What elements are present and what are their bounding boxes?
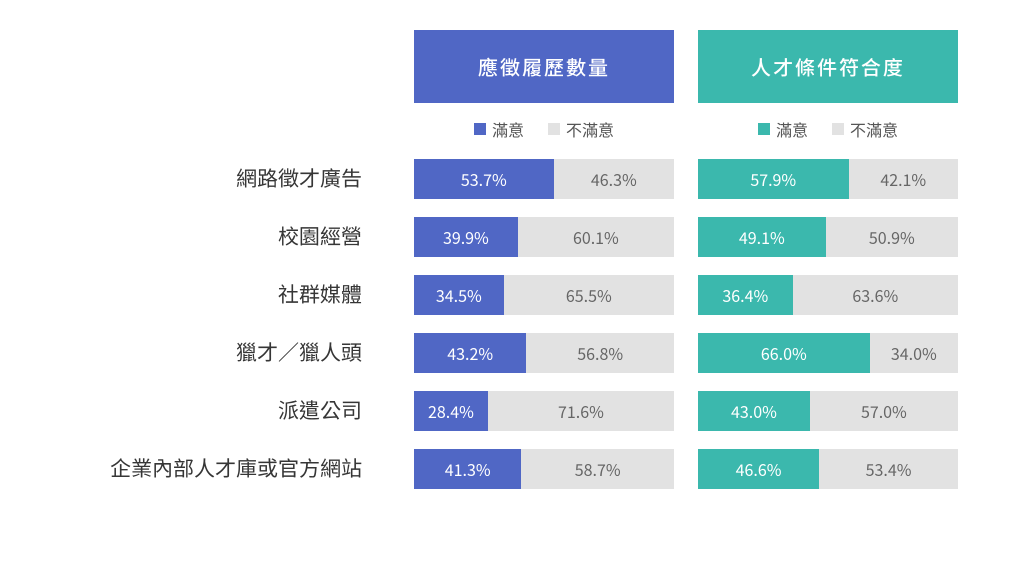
legend-swatch — [758, 123, 770, 135]
row-gap — [414, 373, 674, 391]
bar-segment-satisfied: 46.6% — [698, 449, 819, 489]
row-gap — [698, 315, 958, 333]
bar-segment-satisfied: 36.4% — [698, 275, 793, 315]
bar-segment-satisfied: 41.3% — [414, 449, 521, 489]
bar-segment-unsatisfied: 60.1% — [518, 217, 674, 257]
row-gap — [50, 199, 390, 217]
stacked-bar: 34.5%65.5% — [414, 275, 674, 315]
legend-swatch — [548, 123, 560, 135]
row-gap — [50, 373, 390, 391]
row-gap — [50, 431, 390, 449]
stacked-bar: 43.0%57.0% — [698, 391, 958, 431]
stacked-bar: 41.3%58.7% — [414, 449, 674, 489]
legend-label: 不滿意 — [850, 117, 898, 141]
row-gap — [414, 431, 674, 449]
legend-label: 不滿意 — [566, 117, 614, 141]
bar-segment-unsatisfied: 71.6% — [488, 391, 674, 431]
stacked-bar: 43.2%56.8% — [414, 333, 674, 373]
bar-segment-satisfied: 43.0% — [698, 391, 810, 431]
legend: 滿意 不滿意 — [414, 103, 674, 159]
row-gap — [698, 257, 958, 275]
stacked-bar: 36.4%63.6% — [698, 275, 958, 315]
row-label: 派遣公司 — [50, 391, 390, 431]
bar-segment-unsatisfied: 56.8% — [526, 333, 674, 373]
row-gap — [414, 199, 674, 217]
row-gap — [414, 257, 674, 275]
row-label: 社群媒體 — [50, 275, 390, 315]
legend-item-satisfied: 滿意 — [758, 117, 808, 141]
stacked-bar: 46.6%53.4% — [698, 449, 958, 489]
stacked-bar: 66.0%34.0% — [698, 333, 958, 373]
stacked-bar: 39.9%60.1% — [414, 217, 674, 257]
stacked-bar: 49.1%50.9% — [698, 217, 958, 257]
bar-segment-unsatisfied: 53.4% — [819, 449, 958, 489]
bar-segment-satisfied: 66.0% — [698, 333, 870, 373]
bar-segment-satisfied: 43.2% — [414, 333, 526, 373]
legend-item-unsatisfied: 不滿意 — [832, 117, 898, 141]
satisfaction-bar-chart: 應徵履歷數量人才條件符合度滿意不滿意滿意不滿意網路徵才廣告53.7%46.3%5… — [50, 30, 974, 489]
legend-item-unsatisfied: 不滿意 — [548, 117, 614, 141]
bar-segment-unsatisfied: 58.7% — [521, 449, 674, 489]
bar-segment-unsatisfied: 46.3% — [554, 159, 674, 199]
bar-segment-unsatisfied: 34.0% — [870, 333, 958, 373]
column-header: 人才條件符合度 — [698, 30, 958, 103]
row-label: 企業內部人才庫或官方網站 — [50, 449, 390, 489]
row-label: 獵才／獵人頭 — [50, 333, 390, 373]
stacked-bar: 53.7%46.3% — [414, 159, 674, 199]
row-gap — [50, 315, 390, 333]
bar-segment-unsatisfied: 50.9% — [826, 217, 958, 257]
bar-segment-satisfied: 57.9% — [698, 159, 849, 199]
legend-swatch — [832, 123, 844, 135]
row-gap — [50, 257, 390, 275]
legend-label: 滿意 — [776, 117, 808, 141]
column-header: 應徵履歷數量 — [414, 30, 674, 103]
legend-item-satisfied: 滿意 — [474, 117, 524, 141]
bar-segment-satisfied: 34.5% — [414, 275, 504, 315]
legend-label: 滿意 — [492, 117, 524, 141]
row-gap — [414, 315, 674, 333]
bar-segment-satisfied: 49.1% — [698, 217, 826, 257]
bar-segment-satisfied: 53.7% — [414, 159, 554, 199]
row-label: 網路徵才廣告 — [50, 159, 390, 199]
row-gap — [698, 431, 958, 449]
row-gap — [698, 373, 958, 391]
legend-swatch — [474, 123, 486, 135]
row-label: 校園經營 — [50, 217, 390, 257]
row-gap — [698, 199, 958, 217]
bar-segment-unsatisfied: 65.5% — [504, 275, 674, 315]
bar-segment-unsatisfied: 63.6% — [793, 275, 958, 315]
bar-segment-unsatisfied: 57.0% — [810, 391, 958, 431]
bar-segment-satisfied: 39.9% — [414, 217, 518, 257]
stacked-bar: 28.4%71.6% — [414, 391, 674, 431]
bar-segment-satisfied: 28.4% — [414, 391, 488, 431]
header-spacer — [50, 30, 390, 100]
stacked-bar: 57.9%42.1% — [698, 159, 958, 199]
legend: 滿意 不滿意 — [698, 103, 958, 159]
bar-segment-unsatisfied: 42.1% — [849, 159, 958, 199]
